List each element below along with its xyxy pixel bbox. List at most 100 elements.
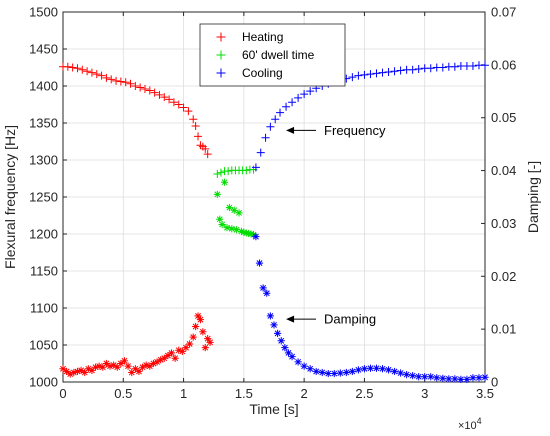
data-point [288, 353, 296, 361]
data-point [414, 64, 423, 73]
data-point [175, 346, 183, 354]
tick-labels: 0 0.5 1 1.5 2 2.5 3 3.5 1000 1050 1100 1150 1200 1250… [29, 5, 516, 402]
data-point [92, 70, 101, 79]
annotation: Damping [286, 312, 376, 327]
data-point [372, 364, 381, 372]
data-point [107, 75, 116, 84]
data-point [256, 148, 265, 157]
data-point [63, 367, 71, 376]
data-point [463, 375, 471, 383]
data-point [438, 63, 447, 72]
y-right-tick-label: 0.06 [491, 57, 516, 72]
data-point [318, 368, 326, 377]
y-right-tick-label: 0.02 [491, 269, 516, 284]
data-point [372, 69, 381, 78]
data-point [235, 209, 243, 217]
data-point [83, 67, 92, 76]
data-point [342, 368, 350, 377]
y-left-tick-label: 1450 [29, 42, 58, 57]
y-right-tick-label: 0.05 [491, 110, 516, 125]
data-point [81, 368, 89, 377]
ticks [62, 11, 486, 383]
data-point [199, 328, 207, 336]
data-point [112, 76, 121, 85]
data-point [102, 73, 111, 82]
data-point [191, 121, 200, 130]
data-point [445, 375, 453, 383]
data-point [475, 374, 483, 382]
data-point [312, 367, 320, 376]
data-point [354, 71, 363, 80]
legend-label: 60' dwell time [242, 48, 315, 62]
data-point [390, 67, 399, 76]
data-point [160, 93, 169, 102]
data-point [230, 206, 238, 214]
data-point [201, 144, 210, 153]
data-point [282, 102, 291, 111]
data-point [206, 338, 214, 346]
data-point [408, 65, 417, 74]
data-point [186, 340, 194, 348]
data-marks [59, 61, 489, 383]
y-left-tick-label: 1300 [29, 153, 58, 168]
data-point [68, 63, 77, 72]
data-point [59, 365, 67, 373]
series-cooling-damping [252, 233, 489, 383]
data-point [266, 122, 275, 131]
data-point [403, 371, 411, 379]
data-point [415, 373, 423, 381]
data-point [245, 229, 253, 238]
annotation-arrow-head [286, 126, 295, 134]
data-point [233, 226, 241, 234]
data-point [192, 322, 200, 331]
data-point [121, 78, 130, 87]
data-point [433, 374, 441, 382]
y-left-tick-label: 1150 [30, 264, 58, 279]
y-right-tick-label: 0.03 [491, 216, 516, 231]
data-point [146, 362, 154, 370]
y-left-tick-label: 1200 [29, 227, 58, 242]
series-60-dwell-time-damping [213, 178, 258, 239]
data-point [378, 68, 387, 77]
annotation-label: Damping [324, 312, 376, 327]
data-point [169, 98, 178, 107]
data-point [384, 366, 393, 374]
data-point [397, 369, 405, 377]
data-point [150, 88, 159, 97]
data-point [120, 357, 129, 365]
data-point [300, 362, 308, 370]
data-point [164, 351, 172, 360]
data-point [421, 373, 429, 381]
x-tick-label: 3 [421, 386, 428, 401]
data-point [73, 64, 82, 73]
y-right-tick-label: 0.07 [491, 5, 516, 20]
data-point [360, 365, 369, 373]
data-point [153, 358, 161, 366]
data-point [481, 373, 489, 381]
data-point [276, 108, 285, 117]
data-point [247, 230, 255, 238]
data-point [77, 366, 85, 374]
data-point [348, 367, 356, 376]
data-point [218, 220, 226, 229]
data-point [242, 166, 251, 175]
x-axis-multiplier: ×104 [458, 416, 482, 432]
legend: Heating 60' dwell time Cooling [199, 23, 346, 87]
data-point [131, 365, 139, 373]
y-axis-right-label: Damping [-] [525, 161, 541, 233]
legend-marker [216, 68, 226, 78]
data-point [204, 335, 212, 343]
data-point [266, 312, 274, 320]
data-point [160, 354, 168, 362]
data-point [259, 284, 267, 292]
data-point [149, 359, 158, 368]
data-point [84, 365, 92, 373]
y-left-tick-label: 1050 [29, 338, 58, 353]
data-point [281, 344, 289, 352]
data-point [189, 115, 198, 124]
x-tick-label: 0 [59, 386, 66, 401]
data-point [439, 374, 447, 382]
data-point [216, 168, 225, 177]
data-point [213, 190, 221, 198]
